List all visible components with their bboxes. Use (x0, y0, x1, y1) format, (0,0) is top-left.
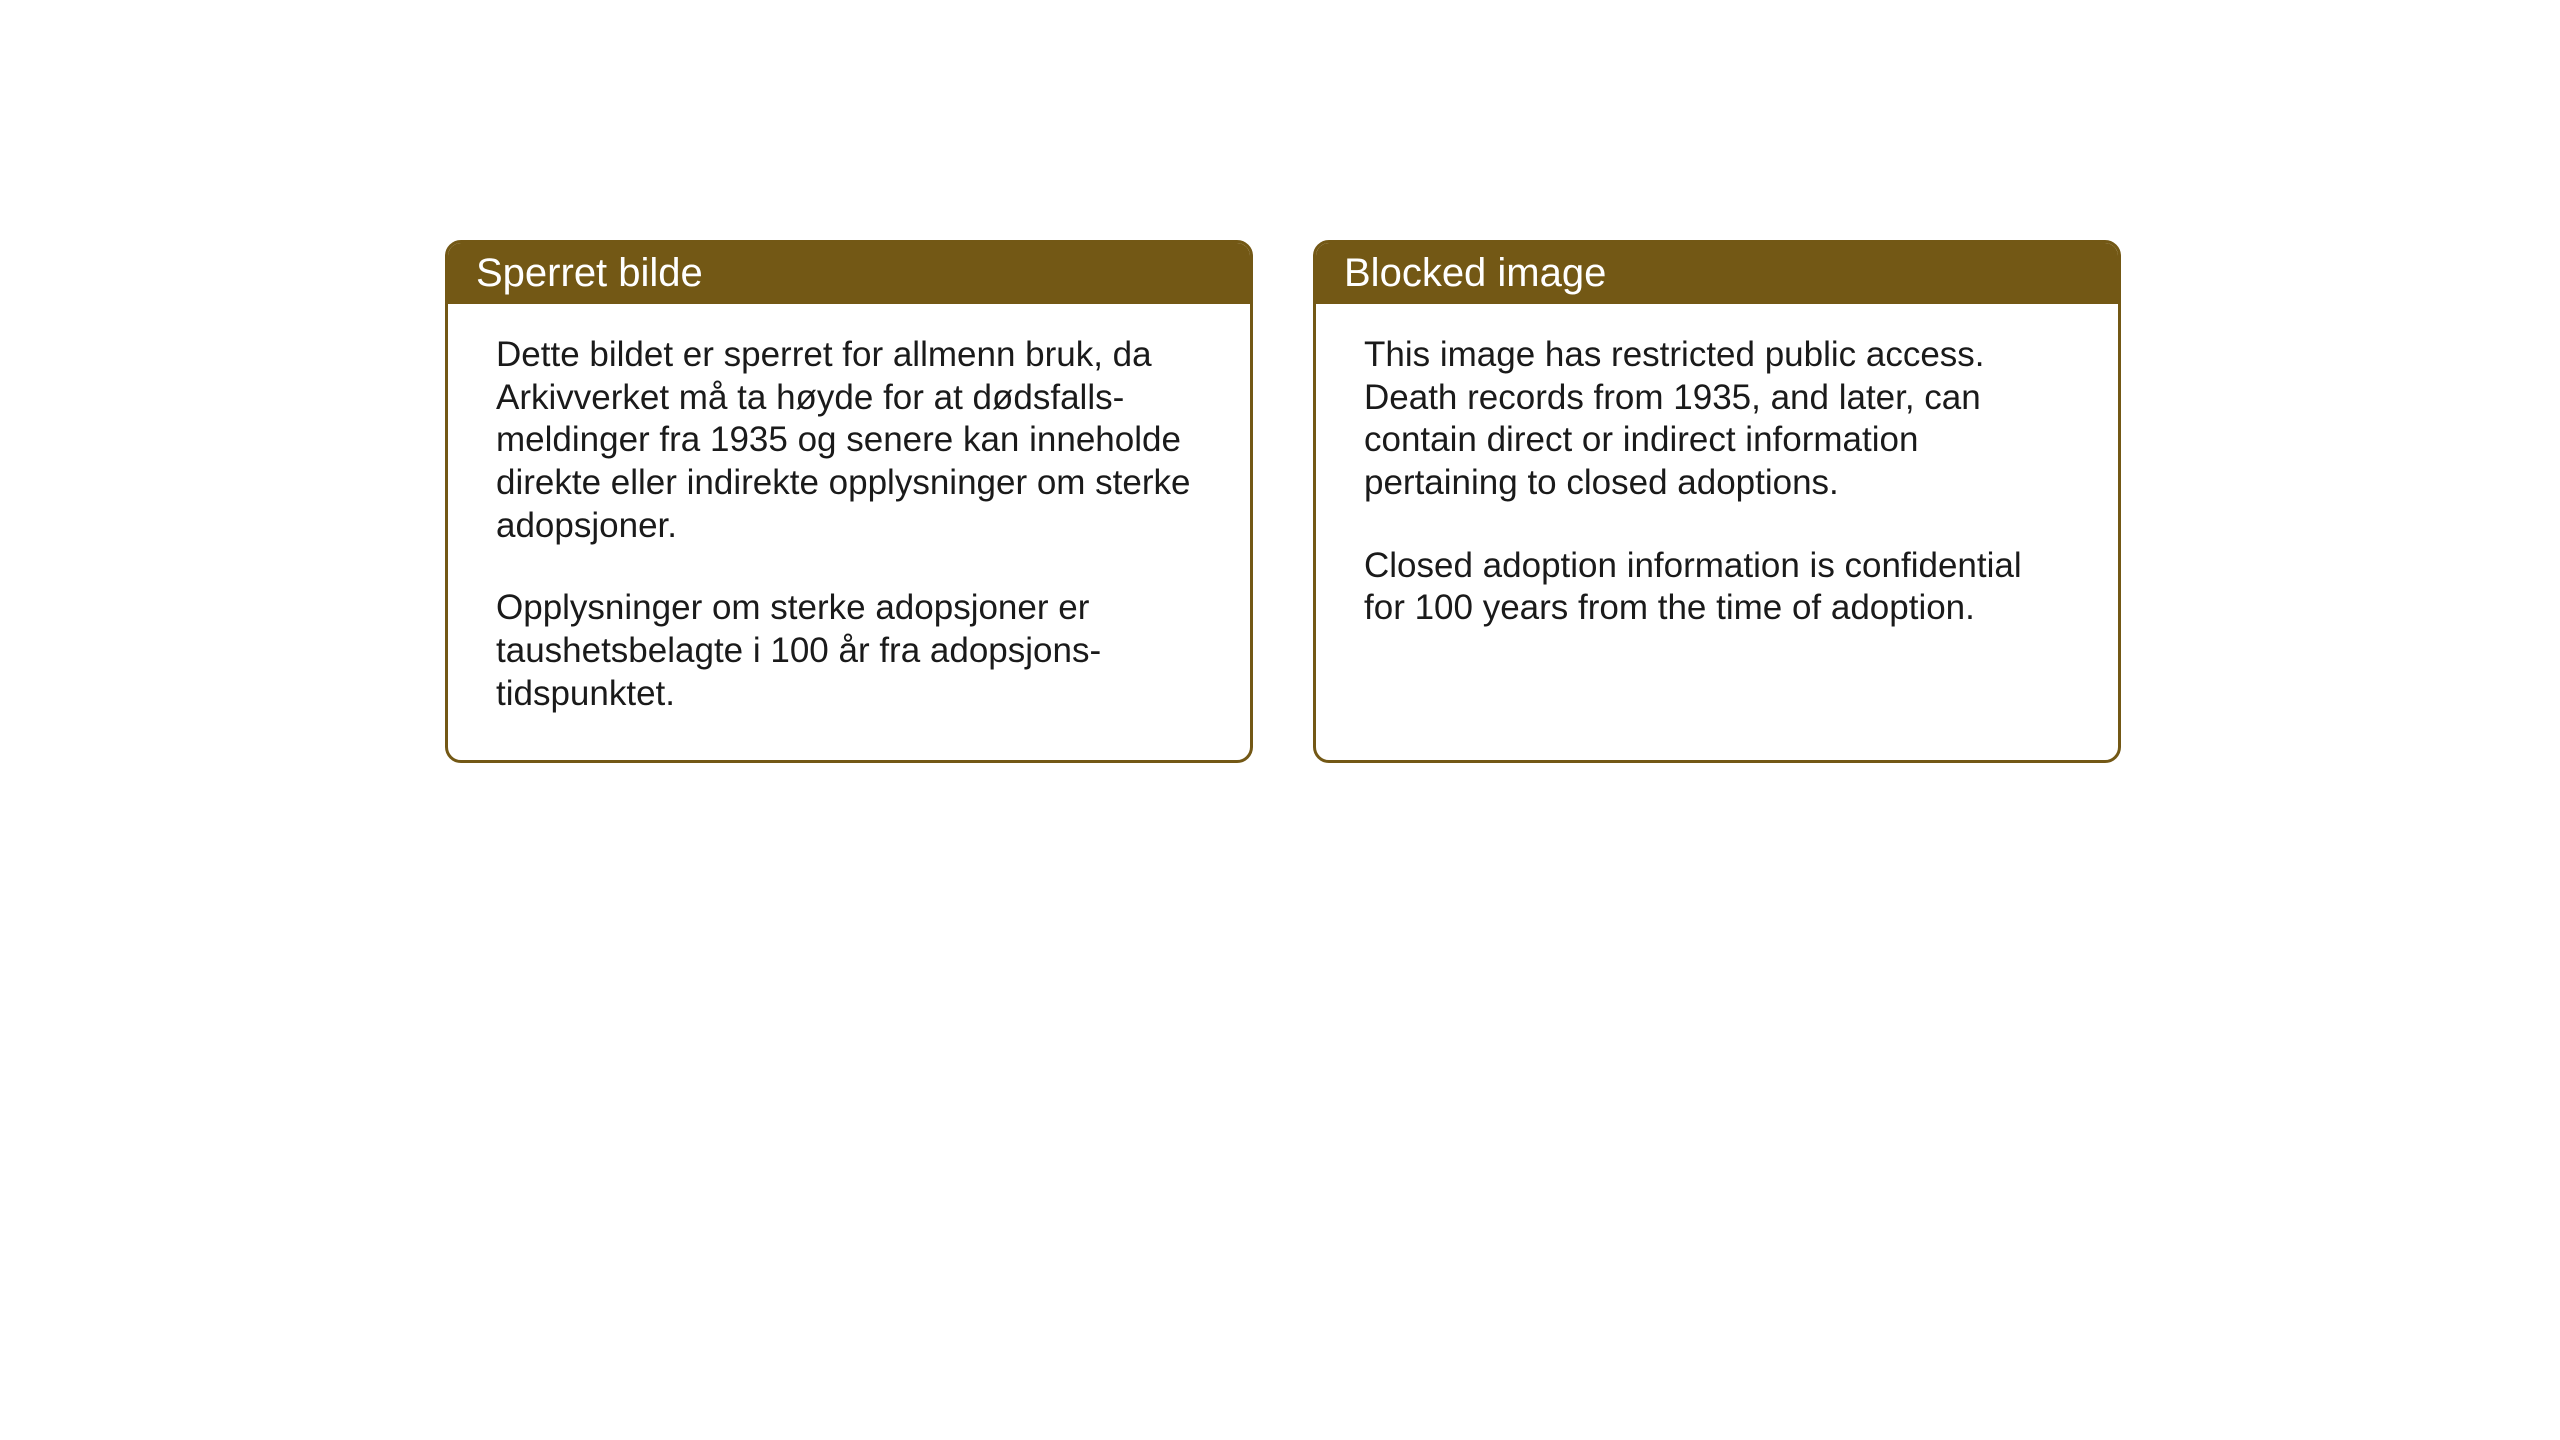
english-notice-card: Blocked image This image has restricted … (1313, 240, 2121, 763)
norwegian-card-header: Sperret bilde (448, 243, 1250, 304)
norwegian-paragraph-2: Opplysninger om sterke adopsjoner er tau… (496, 587, 1202, 715)
norwegian-notice-card: Sperret bilde Dette bildet er sperret fo… (445, 240, 1253, 763)
norwegian-card-title: Sperret bilde (476, 251, 703, 295)
english-card-title: Blocked image (1344, 251, 1606, 295)
norwegian-card-body: Dette bildet er sperret for allmenn bruk… (448, 304, 1250, 760)
english-paragraph-1: This image has restricted public access.… (1364, 334, 2070, 505)
notice-container: Sperret bilde Dette bildet er sperret fo… (445, 240, 2121, 763)
english-card-header: Blocked image (1316, 243, 2118, 304)
norwegian-paragraph-1: Dette bildet er sperret for allmenn bruk… (496, 334, 1202, 547)
english-paragraph-2: Closed adoption information is confident… (1364, 545, 2070, 630)
english-card-body: This image has restricted public access.… (1316, 304, 2118, 674)
